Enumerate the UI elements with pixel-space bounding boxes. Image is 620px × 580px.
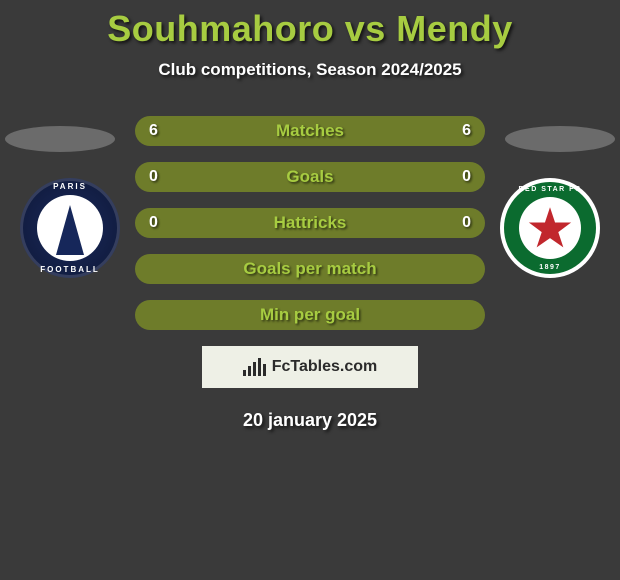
player-photo-right-placeholder: [505, 126, 615, 152]
badge-left-arc-top: PARIS: [20, 182, 120, 191]
comparison-card: Souhmahoro vs Mendy Club competitions, S…: [0, 0, 620, 580]
bar-4: [258, 358, 261, 376]
badge-left-arc-bottom: FOOTBALL: [20, 265, 120, 274]
club-badge-right: RED STAR FC 1897: [500, 178, 600, 278]
badge-left-inner: [37, 195, 103, 261]
stat-label: Goals: [286, 167, 333, 187]
stat-right-value: 0: [462, 162, 471, 192]
stat-row-hattricks: 0 Hattricks 0: [135, 208, 485, 238]
stat-row-goals: 0 Goals 0: [135, 162, 485, 192]
page-title: Souhmahoro vs Mendy: [0, 0, 620, 50]
bar-chart-icon: [243, 358, 266, 376]
generated-date: 20 january 2025: [0, 410, 620, 431]
stat-right-value: 6: [462, 116, 471, 146]
badge-right-ring-top: RED STAR FC: [504, 186, 596, 193]
star-icon: [527, 205, 573, 251]
stat-label: Goals per match: [243, 259, 376, 279]
badge-right-ring-bottom: 1897: [504, 264, 596, 271]
watermark-text: FcTables.com: [272, 358, 378, 376]
stat-right-value: 0: [462, 208, 471, 238]
stat-row-min-per-goal: Min per goal: [135, 300, 485, 330]
stat-label: Min per goal: [260, 305, 360, 325]
page-subtitle: Club competitions, Season 2024/2025: [0, 60, 620, 80]
star-shape: [529, 207, 571, 247]
stat-left-value: 6: [149, 116, 158, 146]
badge-right-inner: [519, 197, 581, 259]
bar-3: [253, 362, 256, 376]
club-badge-left: PARIS FOOTBALL: [20, 178, 120, 278]
stat-left-value: 0: [149, 162, 158, 192]
stat-label: Hattricks: [274, 213, 347, 233]
bar-5: [263, 364, 266, 376]
watermark: FcTables.com: [202, 346, 418, 388]
badge-right-ring: RED STAR FC 1897: [504, 182, 596, 274]
stat-label: Matches: [276, 121, 344, 141]
bar-2: [248, 366, 251, 376]
bar-1: [243, 370, 246, 376]
stat-left-value: 0: [149, 208, 158, 238]
eiffel-tower-icon: [56, 205, 84, 255]
stat-row-matches: 6 Matches 6: [135, 116, 485, 146]
player-photo-left-placeholder: [5, 126, 115, 152]
stat-row-goals-per-match: Goals per match: [135, 254, 485, 284]
